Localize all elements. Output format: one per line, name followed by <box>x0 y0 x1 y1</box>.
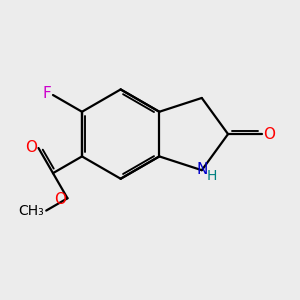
Text: O: O <box>263 127 275 142</box>
Text: CH₃: CH₃ <box>19 204 44 218</box>
Text: H: H <box>206 169 217 183</box>
Text: F: F <box>43 86 51 101</box>
Text: O: O <box>54 192 66 207</box>
Text: O: O <box>25 140 37 154</box>
Text: N: N <box>196 162 208 177</box>
